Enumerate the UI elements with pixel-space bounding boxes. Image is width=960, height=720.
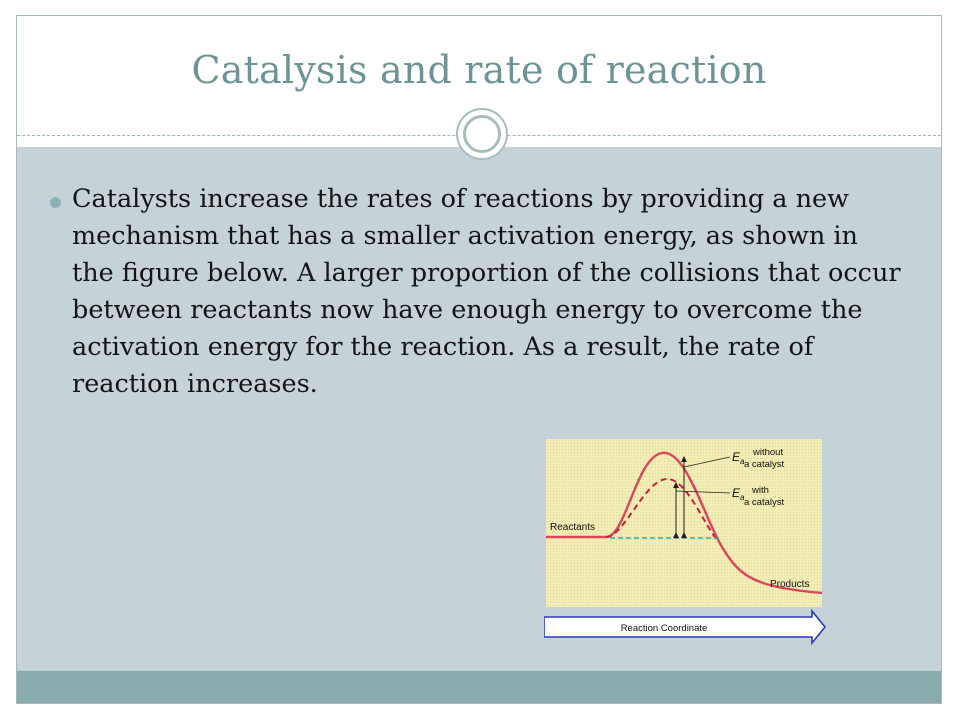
label-products: Products [770, 579, 809, 590]
reaction-coordinate-arrow [544, 608, 826, 646]
label-ea-without: Ea [732, 450, 745, 466]
curve-without-catalyst [546, 451, 823, 595]
label-with-catalyst: a catalyst [744, 497, 784, 508]
slide: Catalysis and rate of reaction Catalysts… [16, 15, 942, 704]
slide-title: Catalysis and rate of reaction [191, 48, 767, 92]
label-without: without [752, 447, 783, 458]
curve-with-catalyst [605, 477, 719, 542]
axis-label: Reaction Coordinate [621, 623, 708, 634]
energy-diagram: Ea without a catalyst Ea with a catalyst… [544, 439, 826, 646]
bullet-text: Catalysts increase the rates of reaction… [72, 184, 901, 399]
label-with: with [751, 485, 769, 496]
pointer-without [683, 456, 731, 468]
label-without-catalyst: a catalyst [744, 459, 784, 470]
label-ea-with: Ea [732, 486, 745, 502]
decorative-ring-icon [456, 108, 508, 160]
bullet-icon [50, 197, 61, 208]
content-area: Catalysts increase the rates of reaction… [17, 147, 941, 671]
pointer-with [675, 490, 731, 494]
label-reactants: Reactants [550, 522, 595, 533]
decorative-ring-inner [463, 115, 501, 153]
footer-band [17, 671, 941, 703]
